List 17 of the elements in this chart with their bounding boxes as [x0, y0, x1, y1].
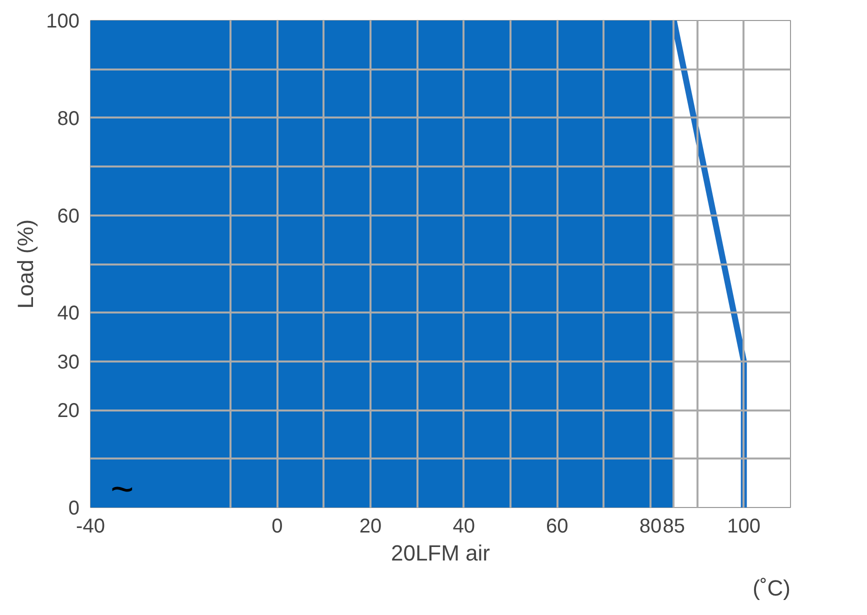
- x-tick-label: 85: [662, 516, 685, 538]
- y-axis-title: Load (%): [13, 219, 38, 309]
- annotation: ~: [110, 468, 134, 512]
- x-tick-label: 60: [546, 516, 568, 538]
- x-tick-label: 100: [727, 516, 761, 538]
- y-tick-label: 80: [57, 108, 80, 130]
- text: (˚C): [752, 576, 791, 600]
- x-axis-title: 20LFM air: [390, 540, 490, 566]
- x-tick-label: 80: [639, 516, 662, 538]
- x-tick-label: 0: [272, 516, 283, 538]
- y-tick-label: 30: [57, 351, 80, 374]
- y-tick-label: 60: [57, 205, 80, 228]
- y-tick-label: 20: [57, 400, 80, 422]
- x-tick-label: 40: [452, 516, 475, 538]
- y-tick-label: 100: [46, 10, 80, 32]
- y-tick-label: 40: [57, 302, 80, 325]
- x-tick-label: 20: [359, 516, 382, 538]
